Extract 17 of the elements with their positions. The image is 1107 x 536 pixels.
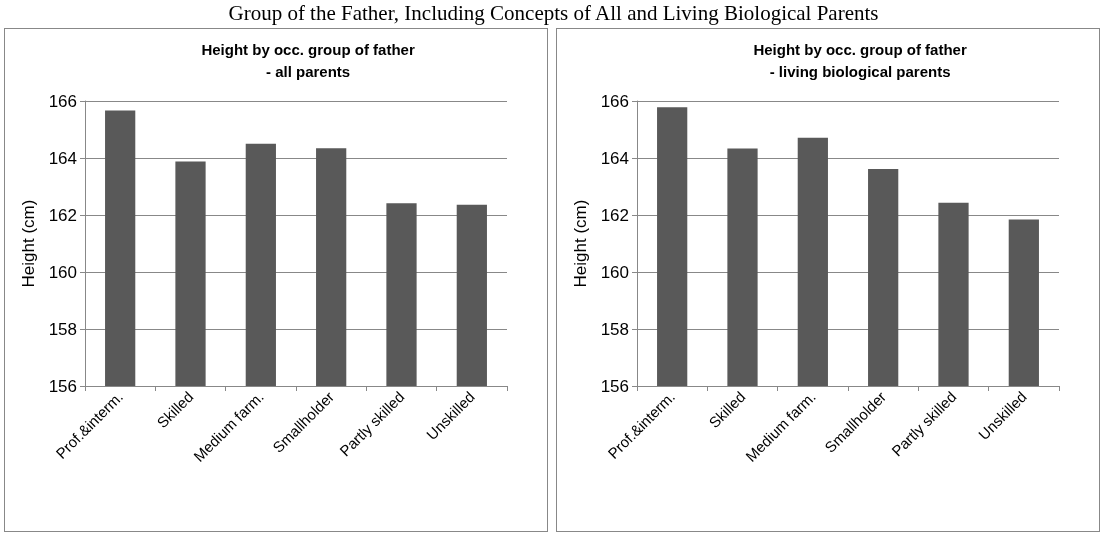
y-tick-label: 158	[600, 319, 629, 339]
y-tick-label: 166	[48, 91, 77, 111]
chart-title: Height by occ. group of father - all parents	[201, 40, 415, 80]
chart-title: Height by occ. group of father - living biological parents	[753, 40, 967, 80]
y-tick-label: 162	[48, 205, 77, 225]
y-tick-label: 160	[600, 262, 629, 282]
y-tick-label: 164	[600, 148, 629, 168]
y-tick-label: 164	[48, 148, 77, 168]
y-tick-label: 166	[600, 91, 629, 111]
y-tick-label: 160	[48, 262, 77, 282]
y-tick-label: 162	[600, 205, 629, 225]
text: Group of the Father, Including Concepts of All and Living Biological Parents	[227, 0, 880, 26]
y-tick-label: 156	[600, 376, 629, 396]
y-axis-title: Height (cm)	[571, 199, 590, 288]
y-axis-title: Height (cm)	[19, 199, 38, 288]
y-tick-label: 158	[48, 319, 77, 339]
y-tick-label: 156	[48, 376, 77, 396]
